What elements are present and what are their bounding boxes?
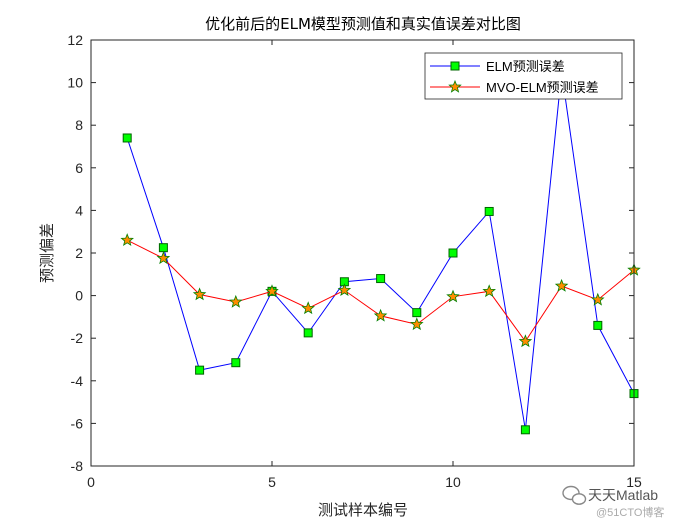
data-point-elm [122, 133, 132, 143]
x-tick-label: 10 [445, 474, 461, 490]
data-point-mvo-elm [518, 334, 533, 348]
data-point-mvo-elm [229, 294, 243, 308]
data-point-elm [376, 274, 386, 284]
watermark-brand: 天天Matlab [588, 487, 658, 503]
y-tick-label: -4 [71, 373, 84, 389]
legend-label-elm: ELM预测误差 [486, 59, 565, 74]
data-point-mvo-elm [482, 284, 496, 298]
wechat-icon [562, 485, 587, 505]
chart-title: 优化前后的ELM模型预测值和真实值误差对比图 [205, 15, 521, 33]
data-point-mvo-elm [156, 251, 171, 265]
x-tick-label: 5 [268, 474, 276, 490]
data-point-mvo-elm [554, 278, 569, 292]
data-point-mvo-elm [591, 292, 605, 306]
y-tick-label: 6 [75, 160, 83, 176]
y-tick-label: 8 [75, 117, 83, 133]
data-point-mvo-elm [337, 283, 352, 297]
legend-swatch-marker-elm [450, 61, 460, 71]
data-point-elm [158, 243, 168, 253]
legend-label-mvo-elm: MVO-ELM预测误差 [486, 80, 599, 95]
data-point-elm [520, 425, 530, 435]
y-tick-label: 12 [67, 32, 83, 48]
y-tick-label: 10 [67, 75, 83, 91]
data-point-mvo-elm [192, 287, 207, 301]
data-point-mvo-elm [301, 301, 315, 315]
y-tick-label: 2 [75, 245, 83, 261]
y-axis-label: 预测偏差 [38, 223, 56, 283]
x-tick-label: 15 [626, 474, 642, 490]
data-point-mvo-elm [265, 284, 279, 298]
data-point-mvo-elm [410, 317, 424, 331]
legend: ELM预测误差 MVO-ELM预测误差 [424, 52, 623, 100]
data-point-mvo-elm [446, 289, 460, 303]
data-point-elm [195, 365, 205, 375]
watermark-source: @51CTO博客 [596, 505, 664, 519]
data-point-mvo-elm [120, 233, 134, 246]
data-point-elm [303, 328, 313, 338]
watermark: 天天Matlab @51CTO博客 [562, 485, 664, 519]
plot-area [91, 40, 634, 466]
y-tick-label: -8 [71, 458, 84, 474]
y-tick-label: -2 [71, 330, 84, 346]
data-point-elm [412, 308, 422, 318]
y-tick-label: -6 [71, 415, 84, 431]
data-point-mvo-elm [373, 308, 388, 322]
data-point-elm [231, 358, 241, 368]
series-layer [120, 67, 641, 435]
x-tick-label: 0 [87, 474, 95, 490]
data-point-elm [448, 248, 458, 258]
legend-swatch-marker-mvo-elm [448, 79, 462, 93]
data-point-elm [484, 206, 494, 216]
axes-layer: 0 5 10 15 -8 -6 -4 -2 0 2 4 6 8 10 12 [67, 32, 642, 490]
x-axis-label: 测试样本编号 [318, 501, 408, 519]
y-tick-label: 0 [75, 288, 83, 304]
y-tick-label: 4 [75, 202, 83, 218]
data-point-elm [593, 320, 603, 330]
